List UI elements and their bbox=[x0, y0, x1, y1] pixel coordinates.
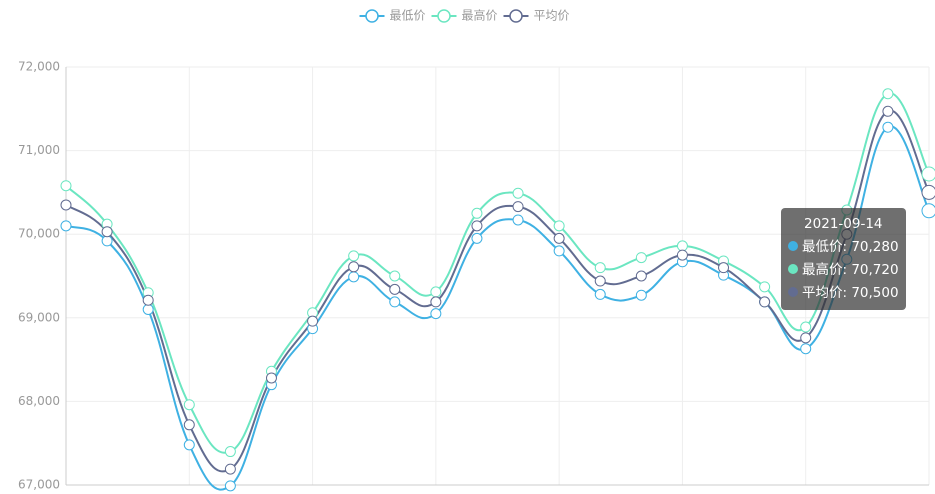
point bbox=[759, 296, 771, 308]
point bbox=[635, 252, 647, 264]
y-tick-label: 70,000 bbox=[18, 227, 60, 241]
point bbox=[224, 446, 236, 458]
point bbox=[512, 187, 524, 199]
point bbox=[553, 232, 565, 244]
point bbox=[348, 250, 360, 262]
point bbox=[471, 220, 483, 232]
point bbox=[60, 180, 72, 192]
point bbox=[389, 283, 401, 295]
y-tick-label: 71,000 bbox=[18, 143, 60, 157]
point bbox=[430, 308, 442, 320]
point bbox=[183, 399, 195, 411]
legend-label: 最高价 bbox=[462, 8, 498, 23]
tooltip-row: 最低价: 70,280 bbox=[788, 236, 899, 259]
point bbox=[101, 235, 113, 247]
legend-label: 平均价 bbox=[534, 9, 570, 23]
point bbox=[676, 240, 688, 252]
point bbox=[389, 270, 401, 282]
point bbox=[676, 249, 688, 261]
point bbox=[307, 315, 319, 327]
y-tick-label: 72,000 bbox=[18, 60, 60, 74]
point bbox=[471, 232, 483, 244]
tooltip-marker bbox=[788, 241, 798, 251]
point bbox=[512, 201, 524, 213]
point bbox=[553, 245, 565, 257]
legend-label: 最低价 bbox=[390, 9, 426, 23]
point bbox=[921, 184, 935, 200]
legend-icon bbox=[509, 9, 523, 23]
tooltip-row: 平均价: 70,500 bbox=[788, 282, 899, 305]
point bbox=[265, 372, 277, 384]
point bbox=[800, 332, 812, 344]
legend-icon bbox=[437, 9, 451, 23]
point bbox=[430, 296, 442, 308]
point bbox=[512, 214, 524, 226]
tooltip-row: 最高价: 70,720 bbox=[788, 259, 899, 282]
point bbox=[594, 275, 606, 287]
tooltip: 2021-09-14 最低价: 70,280 最高价: 70,720 平均价: 70… bbox=[781, 208, 906, 310]
point bbox=[882, 88, 894, 100]
point bbox=[921, 166, 935, 182]
point bbox=[224, 480, 236, 492]
point bbox=[430, 286, 442, 298]
y-tick-label: 67,000 bbox=[18, 478, 60, 492]
tooltip-marker bbox=[788, 287, 798, 297]
point bbox=[882, 105, 894, 117]
point bbox=[471, 207, 483, 219]
tooltip-text: 最高价: 70,720 bbox=[802, 262, 899, 278]
point bbox=[101, 226, 113, 238]
point bbox=[594, 262, 606, 274]
point bbox=[224, 463, 236, 475]
point bbox=[348, 261, 360, 273]
point bbox=[553, 220, 565, 232]
tooltip-marker bbox=[788, 264, 798, 274]
point bbox=[882, 121, 894, 133]
point bbox=[759, 281, 771, 293]
point bbox=[142, 303, 154, 315]
point bbox=[60, 220, 72, 232]
point bbox=[635, 289, 647, 301]
point bbox=[800, 343, 812, 355]
y-tick-label: 68,000 bbox=[18, 394, 60, 408]
y-tick-label: 69,000 bbox=[18, 310, 60, 324]
point bbox=[389, 296, 401, 308]
tooltip-text: 最低价: 70,280 bbox=[802, 239, 899, 255]
line bbox=[65, 92, 930, 454]
point bbox=[594, 288, 606, 300]
point bbox=[348, 271, 360, 283]
tooltip-text: 平均价: 70,500 bbox=[802, 285, 899, 301]
point bbox=[183, 439, 195, 451]
point bbox=[142, 294, 154, 306]
point bbox=[60, 199, 72, 211]
point bbox=[921, 203, 935, 219]
tooltip-title: 2021-09-14 bbox=[804, 216, 883, 232]
point bbox=[183, 419, 195, 431]
point bbox=[800, 321, 812, 333]
legend-icon bbox=[365, 9, 379, 23]
point bbox=[718, 262, 730, 274]
point bbox=[635, 270, 647, 282]
